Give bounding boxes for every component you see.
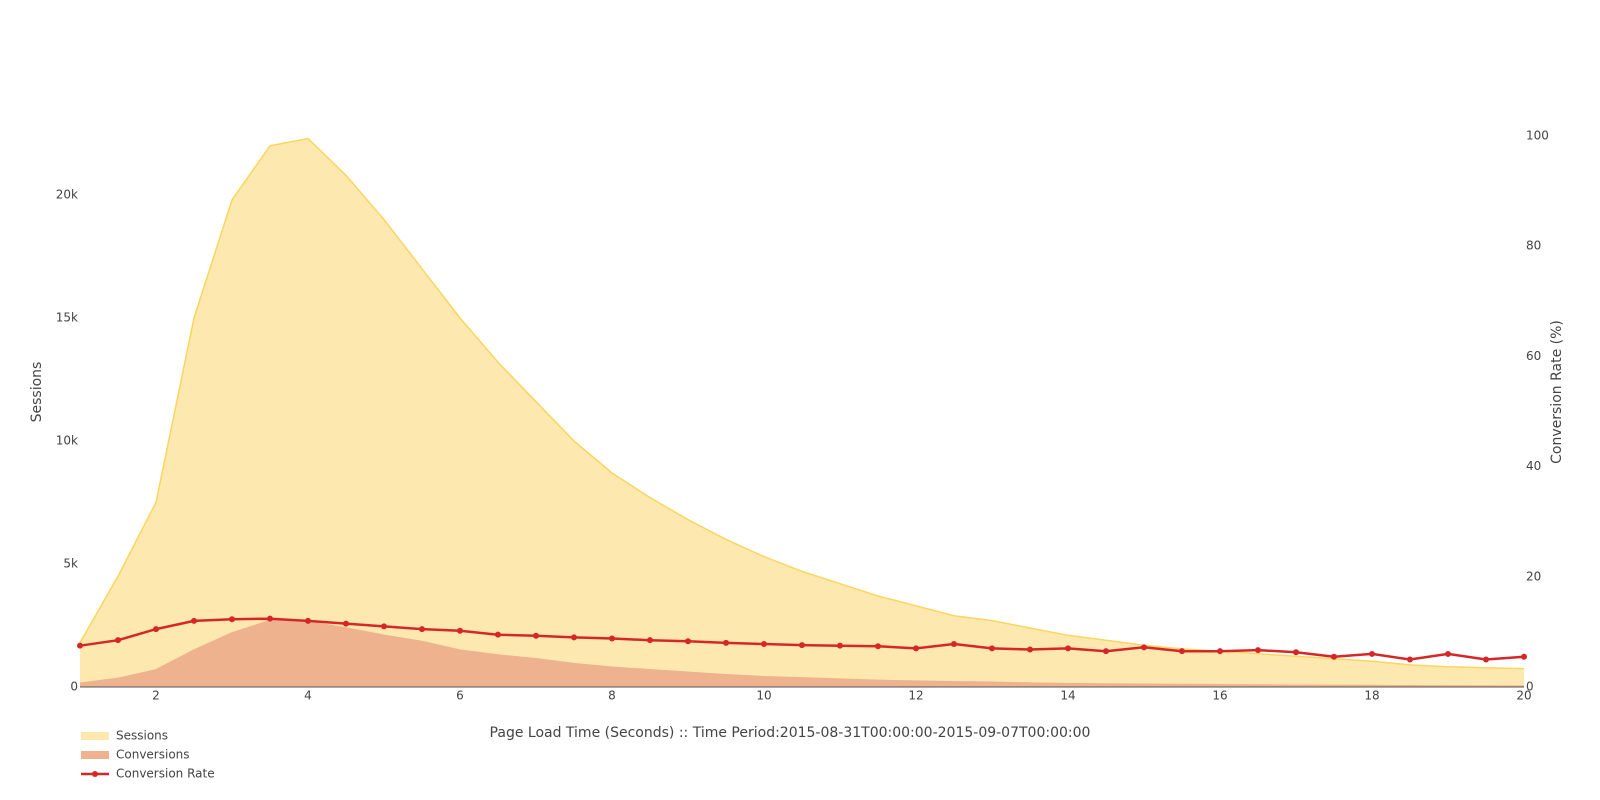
- marker: [533, 632, 539, 639]
- marker: [343, 620, 349, 627]
- marker: [913, 645, 919, 652]
- marker: [153, 626, 159, 633]
- marker: [1065, 645, 1071, 652]
- marker: [761, 641, 767, 648]
- y2-tick-label: 100: [1526, 129, 1549, 143]
- marker: [951, 641, 957, 648]
- marker: [1141, 644, 1147, 651]
- area: [80, 138, 1524, 687]
- y-tick-label: 15k: [56, 311, 78, 325]
- marker: [685, 638, 691, 645]
- marker: [267, 615, 273, 622]
- y2-tick-label: 80: [1526, 239, 1541, 253]
- marker: [1407, 656, 1413, 663]
- area-edge: [79, 619, 1525, 687]
- legend-swatch: [81, 751, 109, 759]
- marker: [799, 642, 805, 649]
- marker: [419, 626, 425, 633]
- marker: [1369, 650, 1375, 657]
- x-tick-label: 4: [304, 689, 312, 703]
- x-tick-label: 10: [756, 689, 771, 703]
- marker: [571, 634, 577, 641]
- x-tick-label: 6: [456, 689, 464, 703]
- marker: [875, 643, 881, 650]
- legend-swatch: [92, 771, 98, 777]
- marker: [305, 617, 311, 624]
- x-tick-label: 16: [1212, 689, 1227, 703]
- y2-tick-label: 20: [1526, 569, 1541, 583]
- marker: [115, 637, 121, 644]
- marker: [457, 627, 463, 634]
- marker: [495, 631, 501, 638]
- y2-tick-label: 60: [1526, 349, 1541, 363]
- area: [80, 620, 1524, 687]
- legend-label: Conversions: [116, 748, 190, 762]
- marker: [837, 642, 843, 649]
- y-tick-label: 20k: [56, 188, 78, 202]
- marker: [723, 639, 729, 646]
- marker: [191, 617, 197, 624]
- area-edge: [79, 137, 1525, 670]
- marker: [1255, 647, 1261, 654]
- y2-tick-label: 0: [1526, 680, 1534, 694]
- x-tick-label: 18: [1364, 689, 1379, 703]
- marker: [1217, 648, 1223, 655]
- marker: [381, 623, 387, 630]
- marker: [1293, 649, 1299, 656]
- x-tick-label: 2: [152, 689, 160, 703]
- marker: [989, 645, 995, 652]
- marker: [77, 642, 83, 649]
- marker: [609, 635, 615, 642]
- legend-label: Conversion Rate: [116, 767, 215, 781]
- marker: [1331, 653, 1337, 660]
- y2-axis-title: Conversion Rate (%): [1549, 320, 1565, 464]
- marker: [229, 616, 235, 623]
- x-tick-label: 8: [608, 689, 616, 703]
- y-tick-label: 10k: [56, 434, 78, 448]
- y-tick-label: 5k: [63, 557, 78, 571]
- marker: [647, 637, 653, 644]
- marker: [1483, 656, 1489, 663]
- x-tick-label: 12: [908, 689, 923, 703]
- marker: [1103, 648, 1109, 655]
- legend-swatch: [81, 732, 109, 740]
- x-tick-label: 20: [1516, 689, 1531, 703]
- marker: [1179, 648, 1185, 655]
- x-tick-label: 14: [1060, 689, 1075, 703]
- legend-label: Sessions: [116, 729, 168, 743]
- x-axis-title: Page Load Time (Seconds) :: Time Period:…: [490, 725, 1091, 741]
- y2-tick-label: 40: [1526, 459, 1541, 473]
- y-axis-title: Sessions: [29, 362, 45, 423]
- y-tick-label: 0: [70, 680, 78, 694]
- marker: [1027, 646, 1033, 653]
- marker: [1521, 653, 1527, 660]
- marker: [1445, 650, 1451, 657]
